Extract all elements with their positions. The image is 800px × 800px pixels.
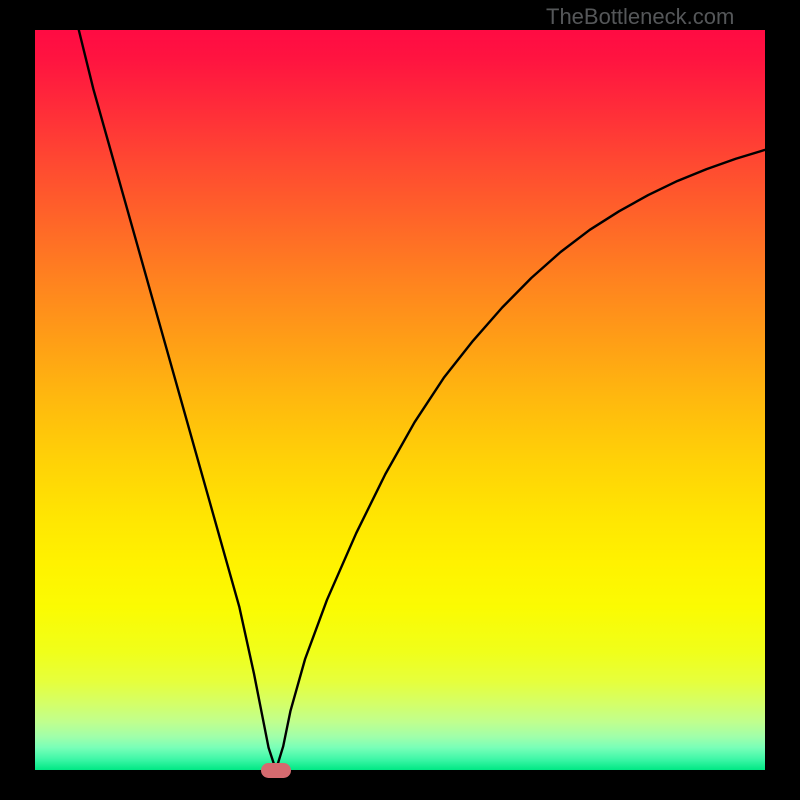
chart-area	[35, 30, 765, 770]
watermark-text: TheBottleneck.com	[546, 4, 734, 30]
minimum-marker	[261, 763, 291, 778]
outer-frame: TheBottleneck.com	[0, 0, 800, 800]
